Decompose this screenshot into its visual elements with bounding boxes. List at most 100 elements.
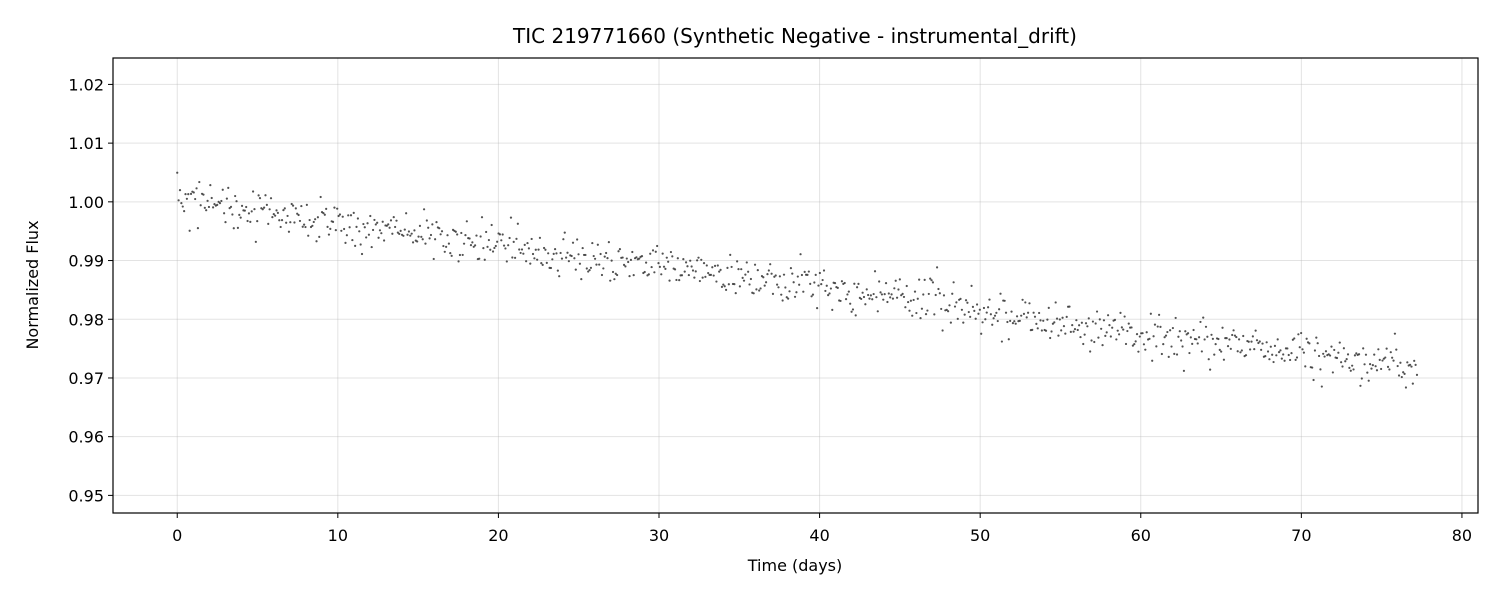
data-point (711, 266, 714, 269)
data-point (469, 244, 473, 247)
data-point (853, 282, 856, 285)
data-point (988, 298, 991, 301)
data-point (1004, 311, 1008, 314)
data-point (189, 192, 193, 195)
data-point (1396, 364, 1399, 368)
data-point (1108, 324, 1111, 327)
data-point (599, 252, 602, 256)
data-point (984, 318, 987, 321)
data-point (1333, 348, 1336, 352)
data-point (356, 217, 359, 220)
data-point (752, 292, 755, 295)
data-point (1229, 347, 1232, 350)
data-point (748, 283, 751, 286)
data-point (207, 205, 211, 209)
data-point (1226, 344, 1230, 348)
data-point (1209, 368, 1212, 371)
data-point (1169, 329, 1172, 332)
data-point (460, 231, 463, 235)
data-point (1098, 318, 1101, 321)
data-point (1151, 359, 1154, 362)
data-point (669, 250, 673, 254)
data-point (963, 313, 966, 316)
data-point (405, 212, 408, 215)
data-point (1202, 316, 1205, 319)
data-point (1197, 336, 1201, 339)
data-point (392, 216, 395, 219)
data-point (1217, 337, 1220, 341)
data-point (261, 208, 264, 211)
data-point (238, 213, 241, 216)
data-point (1040, 329, 1043, 332)
data-point (280, 219, 284, 222)
data-point (1266, 350, 1270, 353)
data-point (315, 240, 318, 243)
data-point (900, 294, 903, 297)
data-point (860, 297, 863, 301)
data-point (671, 255, 674, 258)
data-point (872, 292, 875, 296)
data-point (816, 307, 819, 310)
data-points (176, 171, 1419, 389)
data-point (1298, 346, 1301, 349)
x-tick-label: 50 (970, 526, 990, 545)
data-point (793, 295, 797, 298)
data-point (558, 275, 561, 278)
data-point (667, 260, 670, 263)
data-point (391, 232, 394, 235)
data-point (553, 248, 557, 251)
data-point (1032, 311, 1035, 314)
data-point (218, 202, 222, 205)
data-point (871, 298, 874, 301)
data-point (1175, 353, 1179, 356)
data-point (1414, 363, 1417, 366)
data-point (525, 260, 528, 263)
data-point (450, 254, 453, 257)
data-point (388, 226, 391, 229)
data-point (911, 314, 914, 317)
data-point (283, 207, 286, 210)
data-point (1295, 356, 1299, 359)
data-point (955, 301, 958, 304)
data-point (890, 293, 893, 296)
chart-title: TIC 219771660 (Synthetic Negative - inst… (512, 24, 1077, 48)
data-point (947, 310, 950, 313)
data-point (538, 236, 542, 239)
data-point (1028, 302, 1031, 305)
data-point (395, 219, 398, 222)
data-point (828, 292, 831, 295)
data-point (588, 269, 591, 272)
data-point (767, 269, 770, 272)
data-point (1397, 374, 1401, 377)
data-point (956, 317, 959, 320)
data-point (348, 226, 351, 229)
data-point (1020, 314, 1023, 317)
data-point (1413, 359, 1416, 362)
data-point (1400, 375, 1403, 379)
data-point (442, 244, 445, 248)
data-point (1280, 357, 1283, 360)
data-point (359, 243, 362, 246)
data-point (556, 269, 559, 272)
data-point (697, 256, 700, 259)
data-point (349, 214, 353, 217)
data-point (913, 290, 917, 293)
data-point (818, 271, 821, 275)
data-point (1050, 330, 1053, 333)
data-point (1393, 332, 1397, 335)
data-point (1170, 345, 1173, 348)
data-point (971, 305, 975, 308)
data-point (316, 216, 319, 219)
data-point (1068, 305, 1071, 308)
data-point (1148, 337, 1151, 340)
data-point (305, 203, 308, 206)
data-point (780, 293, 783, 296)
data-point (657, 262, 660, 265)
data-point (1353, 354, 1357, 357)
data-point (1060, 329, 1063, 332)
data-point (370, 245, 373, 249)
data-point (1174, 316, 1177, 320)
data-point (905, 284, 908, 288)
data-point (387, 223, 390, 226)
data-point (849, 302, 852, 305)
